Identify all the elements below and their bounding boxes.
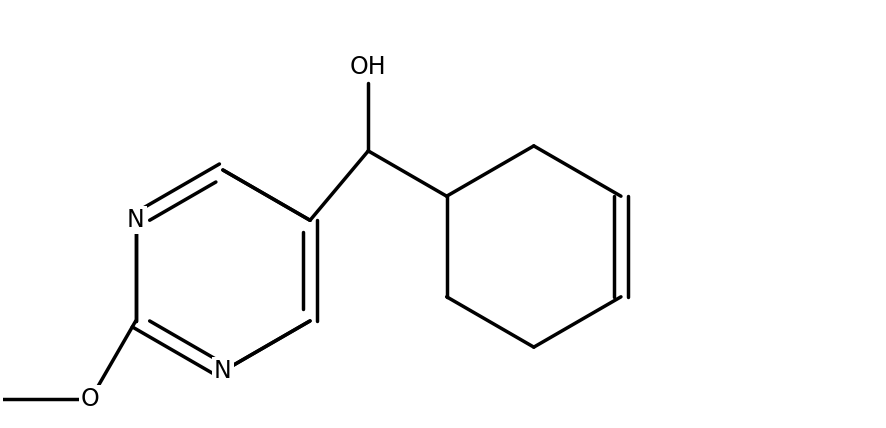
Text: N: N (214, 359, 232, 383)
Text: OH: OH (350, 55, 386, 79)
Text: N: N (127, 208, 144, 232)
Text: O: O (82, 387, 100, 411)
